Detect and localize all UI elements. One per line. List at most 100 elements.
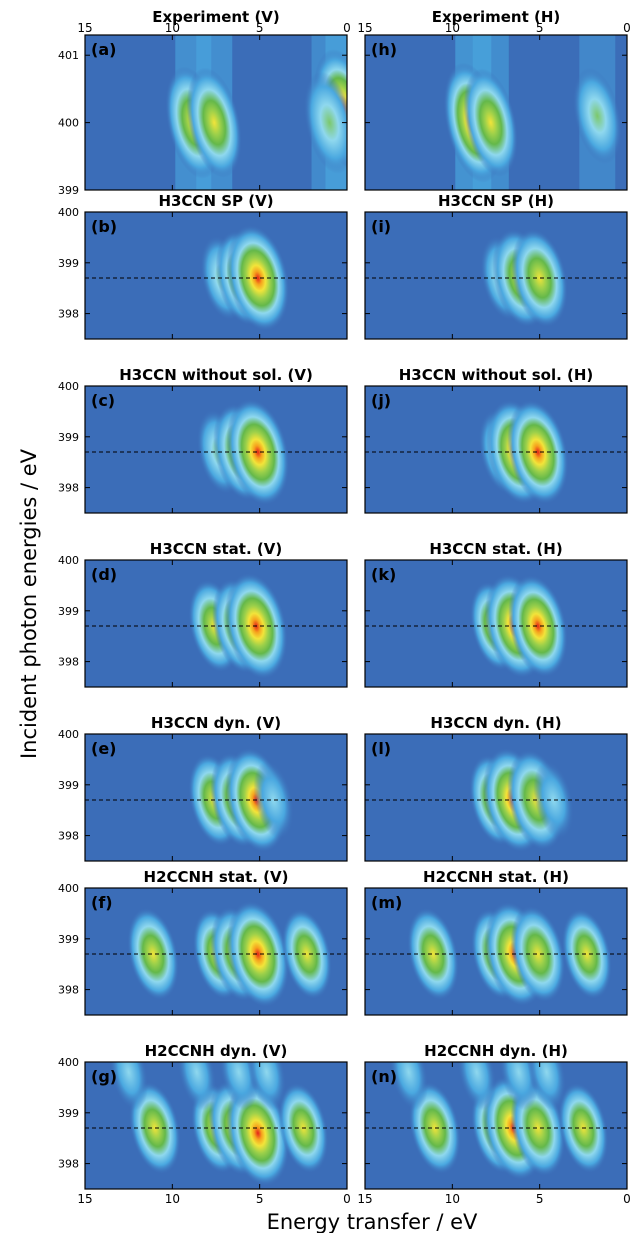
panel-title: H3CCN dyn. (V) xyxy=(151,714,281,732)
panel-f: 400 399 398 H2CCNH stat. (V) (f) xyxy=(58,868,348,1016)
intensity-peak xyxy=(303,71,347,174)
panel-b: 400 399 398 H3CCN SP (V) (b) xyxy=(58,192,348,340)
x-tick-label: 15 xyxy=(77,21,92,35)
x-tick-label: 0 xyxy=(343,21,351,35)
y-tick-label: 399 xyxy=(58,779,79,792)
intensity-peak xyxy=(533,760,574,840)
intensity-peak xyxy=(572,67,622,165)
y-tick-label: 400 xyxy=(58,554,79,567)
plot-frame xyxy=(364,559,628,688)
x-tick-label: 0 xyxy=(343,1192,351,1206)
plot-frame xyxy=(364,34,628,191)
y-tick-label: 398 xyxy=(58,984,79,997)
intensity-peak xyxy=(510,905,566,1003)
x-tick-label: 10 xyxy=(165,1192,180,1206)
intensity-peak xyxy=(527,1062,567,1111)
panel-m: H2CCNH stat. (H) (m) xyxy=(364,868,628,1016)
y-tick-label: 399 xyxy=(58,431,79,444)
panel-title: H3CCN dyn. (H) xyxy=(430,714,561,732)
x-tick-label: 0 xyxy=(623,1192,631,1206)
y-tick-label: 400 xyxy=(58,1056,79,1069)
panel-a: 401 400 399 15 10 5 0 Experiment (V) (a) xyxy=(58,8,351,197)
panel-label: (l) xyxy=(371,739,391,758)
plot-frame xyxy=(84,733,348,862)
x-axis-label: Energy transfer / eV xyxy=(267,1210,478,1233)
panel-k: H3CCN stat. (H) (k) xyxy=(364,540,628,688)
y-tick-label: 398 xyxy=(58,482,79,495)
x-tick-label: 5 xyxy=(536,1192,544,1206)
panel-label: (g) xyxy=(91,1067,117,1086)
panel-title: H3CCN without sol. (H) xyxy=(399,366,594,384)
x-tick-label: 15 xyxy=(357,21,372,35)
panel-label: (c) xyxy=(91,391,115,410)
panel-i: H3CCN SP (H) (i) xyxy=(364,192,628,340)
y-tick-label: 399 xyxy=(58,933,79,946)
x-tick-label: 15 xyxy=(357,1192,372,1206)
panel-title: H3CCN stat. (V) xyxy=(150,540,282,558)
intensity-peak xyxy=(463,68,518,177)
panel-n: 15 10 5 0 H2CCNH dyn. (H) (n) xyxy=(357,1042,631,1206)
intensity-peak xyxy=(247,1062,287,1111)
plot-frame xyxy=(84,559,348,688)
plot-frame xyxy=(364,211,628,340)
intensity-peak xyxy=(407,907,459,1001)
panel-label: (m) xyxy=(371,893,402,912)
y-tick-label: 398 xyxy=(58,830,79,843)
x-tick-label: 0 xyxy=(623,21,631,35)
x-tick-label: 15 xyxy=(77,1192,92,1206)
panel-label: (e) xyxy=(91,739,116,758)
panel-label: (i) xyxy=(371,217,391,236)
x-tick-label: 5 xyxy=(256,1192,264,1206)
panel-title: H3CCN SP (V) xyxy=(158,192,273,210)
y-tick-label: 399 xyxy=(58,184,79,197)
panel-title: Experiment (H) xyxy=(432,8,561,26)
panel-title: H3CCN without sol. (V) xyxy=(119,366,313,384)
y-tick-label: 399 xyxy=(58,605,79,618)
y-tick-label: 400 xyxy=(58,117,79,130)
x-tick-label: 10 xyxy=(445,21,460,35)
panel-title: H3CCN stat. (H) xyxy=(429,540,562,558)
x-tick-label: 5 xyxy=(536,21,544,35)
panel-title: H2CCNH stat. (V) xyxy=(144,868,289,886)
panel-title: H3CCN SP (H) xyxy=(438,192,554,210)
y-tick-label: 400 xyxy=(58,380,79,393)
plot-frame xyxy=(364,1061,628,1190)
panel-title: H2CCNH dyn. (V) xyxy=(145,1042,288,1060)
y-tick-label: 399 xyxy=(58,1107,79,1120)
plot-frame xyxy=(84,887,348,1016)
panel-j: H3CCN without sol. (H) (j) xyxy=(364,366,628,514)
intensity-peak xyxy=(281,908,332,1000)
plot-frame xyxy=(364,733,628,862)
x-tick-label: 10 xyxy=(445,1192,460,1206)
intensity-peak xyxy=(561,908,612,1000)
plot-frame xyxy=(84,385,348,514)
y-tick-label: 398 xyxy=(58,1158,79,1171)
intensity-peak xyxy=(226,398,290,506)
intensity-peak xyxy=(186,67,242,178)
x-tick-label: 10 xyxy=(165,21,180,35)
intensity-peak xyxy=(253,760,294,840)
panel-g: 400 399 398 15 10 5 0 H2CCNH dyn. (V) (g) xyxy=(58,1042,351,1206)
plot-frame xyxy=(84,34,348,191)
panel-title: Experiment (V) xyxy=(152,8,280,26)
y-tick-label: 400 xyxy=(58,728,79,741)
intensity-peak xyxy=(511,228,568,328)
panel-label: (b) xyxy=(91,217,117,236)
panel-l: H3CCN dyn. (H) (l) xyxy=(364,714,628,862)
panel-title: H2CCNH dyn. (H) xyxy=(424,1042,568,1060)
y-tick-label: 400 xyxy=(58,206,79,219)
y-tick-label: 401 xyxy=(58,49,79,62)
intensity-peak xyxy=(226,224,290,332)
panel-h: 15 10 5 0 Experiment (H) (h) xyxy=(357,8,631,191)
panel-label: (a) xyxy=(91,40,116,59)
panel-d: 400 399 398 H3CCN stat. (V) (d) xyxy=(58,540,348,688)
panel-label: (k) xyxy=(371,565,396,584)
plot-frame xyxy=(364,887,628,1016)
intensity-peak xyxy=(127,907,179,1001)
intensity-peak xyxy=(499,1062,539,1111)
panel-label: (d) xyxy=(91,565,117,584)
intensity-peak xyxy=(507,399,569,505)
panel-e: 400 399 398 H3CCN dyn. (V) (e) xyxy=(58,714,348,862)
panel-title: H2CCNH stat. (H) xyxy=(423,868,569,886)
